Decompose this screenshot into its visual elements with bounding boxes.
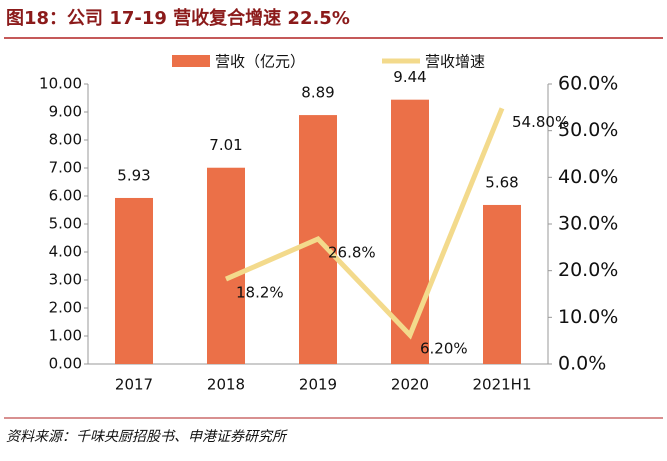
y2-tick-label: 0.0%: [558, 353, 606, 375]
y-tick-label: 9.00: [49, 103, 82, 121]
y-tick-label: 6.00: [49, 187, 82, 205]
y2-tick-label: 10.0%: [558, 306, 618, 328]
x-tick-label: 2021H1: [473, 376, 532, 394]
y-tick-label: 10.00: [39, 75, 82, 93]
y2-tick-label: 40.0%: [558, 166, 618, 188]
y2-tick-label: 20.0%: [558, 259, 618, 281]
bar-label: 5.93: [117, 166, 150, 184]
legend-label: 营收（亿元）: [215, 53, 305, 71]
bar: [207, 167, 245, 364]
bar: [483, 204, 521, 364]
y-tick-label: 8.00: [49, 131, 82, 149]
legend-swatch: [172, 55, 210, 67]
source: 资料来源：千味央厨招股书、申港证券研究所: [6, 429, 288, 445]
y-tick-label: 1.00: [49, 327, 82, 345]
legend-label: 营收增速: [425, 53, 485, 71]
bar-label: 5.68: [485, 173, 518, 191]
line: [225, 107, 505, 340]
bar: [115, 197, 153, 364]
x-tick-label: 2019: [299, 376, 337, 394]
line-label: 18.2%: [236, 284, 284, 302]
y-tick-label: 5.00: [49, 215, 82, 233]
y2-tick-label: 60.0%: [558, 73, 618, 95]
y-tick-label: 7.00: [49, 159, 82, 177]
x-tick-label: 2017: [115, 376, 153, 394]
y-tick-label: 0.00: [49, 355, 82, 373]
line-label: 26.8%: [328, 243, 376, 261]
bar-label: 7.01: [209, 136, 242, 154]
y-tick-label: 3.00: [49, 271, 82, 289]
line-label: 54.80%: [512, 113, 569, 131]
bar-label: 8.89: [301, 84, 334, 102]
chart-title: 图18：公司 17-19 营收复合增速 22.5%: [6, 7, 350, 29]
bar-label: 9.44: [393, 68, 426, 86]
y-tick-label: 2.00: [49, 299, 82, 317]
y-tick-label: 4.00: [49, 243, 82, 261]
y2-tick-label: 50.0%: [558, 119, 618, 141]
y2-tick-label: 30.0%: [558, 213, 618, 235]
x-tick-label: 2018: [207, 376, 245, 394]
line-label: 6.20%: [420, 340, 468, 358]
x-tick-label: 2020: [391, 376, 429, 394]
